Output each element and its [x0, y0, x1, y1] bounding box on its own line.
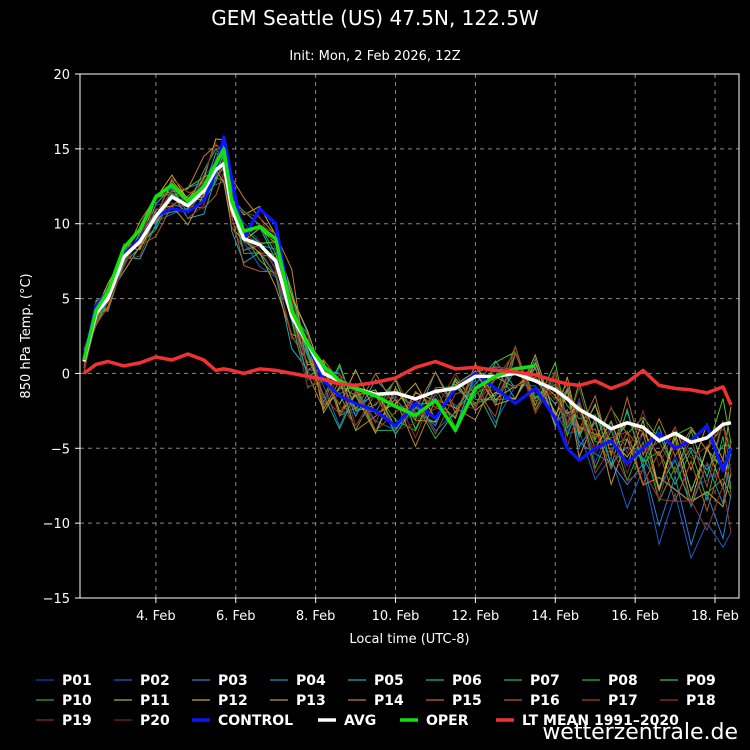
y-axis-label: 850 hPa Temp. (°C): [19, 273, 34, 398]
grid: [80, 73, 739, 599]
y-tick-label: −10: [43, 517, 70, 532]
legend-label: P02: [140, 673, 170, 689]
x-tick-label: 12. Feb: [451, 609, 499, 624]
legend-label: P18: [686, 693, 716, 709]
legend-label: P16: [530, 693, 560, 709]
legend-label: P03: [218, 673, 248, 689]
series-line-oper: [82, 147, 536, 433]
member-line-p12: [83, 138, 732, 505]
legend-label: P19: [62, 713, 92, 728]
legend-label: P10: [62, 693, 92, 709]
legend-label: P05: [374, 673, 404, 689]
legend-label: AVG: [344, 713, 376, 728]
legend-label: P17: [608, 693, 638, 709]
legend-label: P14: [374, 693, 404, 709]
y-tick-label: 0: [62, 367, 70, 382]
series-line-avg: [82, 162, 732, 445]
brand-watermark: wetterzentrale.de: [542, 720, 738, 745]
x-tick-label: 16. Feb: [611, 609, 659, 624]
y-tick-label: −15: [43, 592, 70, 607]
member-line-p20: [83, 167, 732, 506]
chart-subtitle: Init: Mon, 2 Feb 2026, 12Z: [289, 49, 461, 64]
legend-label: P12: [218, 693, 248, 709]
y-tick-label: 20: [53, 68, 70, 83]
x-tick-label: 14. Feb: [531, 609, 579, 624]
legend-label: P15: [452, 693, 482, 709]
x-tick-label: 10. Feb: [372, 609, 420, 624]
series-line-lt: [82, 352, 733, 406]
x-tick-label: 18. Feb: [691, 609, 739, 624]
legend-label: P08: [608, 673, 638, 689]
legend-label: P13: [296, 693, 326, 709]
member-line-p17: [83, 137, 732, 489]
chart-title: GEM Seattle (US) 47.5N, 122.5W: [211, 6, 539, 30]
legend-label: P11: [140, 693, 170, 709]
legend-label: P04: [296, 673, 326, 689]
legend-label: OPER: [426, 713, 469, 728]
legend-label: CONTROL: [218, 713, 293, 728]
legend: P01 P02 P03 P04 P05 P06 P07 P08 P09 P10 P11 P12 P13 P…: [36, 673, 716, 728]
legend-label: P09: [686, 673, 716, 689]
legend-label: P06: [452, 673, 482, 689]
plot-frame: [79, 73, 740, 599]
x-tick-label: 6. Feb: [216, 609, 256, 624]
member-line-p18: [83, 163, 732, 533]
legend-label: P07: [530, 673, 560, 689]
y-tick-label: 10: [53, 218, 70, 233]
y-tick-label: −5: [51, 442, 70, 457]
y-tick-label: 5: [62, 293, 70, 308]
axis-ticks: −15 −10 −5 0 5 10 15 20 4. Feb 6. Feb 8. Feb 10. Fe…: [43, 68, 739, 624]
x-axis-label: Local time (UTC-8): [349, 632, 469, 647]
x-tick-label: 8. Feb: [296, 609, 336, 624]
legend-label: LT MEAN 1991–2020: [522, 713, 679, 728]
main-series: [82, 135, 733, 473]
legend-label: P20: [140, 713, 170, 728]
series-line-control: [82, 135, 733, 473]
x-tick-label: 4. Feb: [136, 609, 176, 624]
chart-svg: −15 −10 −5 0 5 10 15 20 4. Feb 6. Feb 8. Feb 10. Fe…: [19, 68, 740, 647]
legend-label: P01: [62, 673, 92, 689]
y-tick-label: 15: [53, 143, 70, 158]
